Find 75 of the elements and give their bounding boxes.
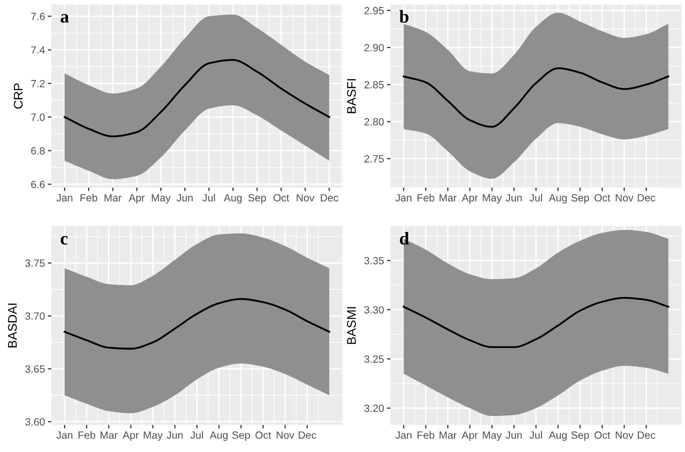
y-tick-label: 3.60 xyxy=(25,418,45,426)
y-axis-title: BASDAI xyxy=(8,304,17,348)
y-tick-label: 2.90 xyxy=(364,44,384,52)
y-tick-label: 3.35 xyxy=(364,256,384,264)
annotation: b xyxy=(399,10,408,23)
x-tick-label: Dec xyxy=(298,432,316,439)
x-tick-label: Sep xyxy=(571,431,589,441)
x-tick-label: Nov xyxy=(616,432,634,439)
x-tick-label: Mar xyxy=(100,432,118,439)
x-tick-label: Feb xyxy=(80,194,98,202)
y-tick-label: 7.2 xyxy=(31,80,45,88)
x-tick-label: Jan xyxy=(56,194,72,202)
x-tick-label: Aug xyxy=(548,194,567,204)
x-tick-label: Aug xyxy=(224,194,242,204)
x-tick-label: Jun xyxy=(176,194,193,202)
x-tick-label: Nov xyxy=(296,194,314,202)
annotation: a xyxy=(60,14,69,23)
x-tick-label: Oct xyxy=(594,431,610,439)
x-tick-label: Nov xyxy=(616,194,634,202)
x-tick-label: May xyxy=(152,194,171,204)
x-tick-label: Dec xyxy=(638,432,656,439)
x-tick-label: Dec xyxy=(320,194,338,202)
y-tick-label: 2.80 xyxy=(364,118,384,126)
x-tick-label: Mar xyxy=(440,194,457,202)
y-tick-label: 3.70 xyxy=(25,312,45,320)
y-tick-label: 2.85 xyxy=(364,81,384,88)
x-tick-label: Jun xyxy=(166,432,183,439)
x-tick-label: Aug xyxy=(548,432,567,441)
x-tick-label: Aug xyxy=(210,432,228,441)
x-tick-label: May xyxy=(482,432,502,441)
annotation: d xyxy=(400,232,410,245)
x-tick-label: Oct xyxy=(274,194,290,202)
y-tick-label: 6.6 xyxy=(31,180,45,188)
x-tick-label: Jul xyxy=(530,431,542,439)
x-tick-label: Mar xyxy=(440,432,457,439)
x-tick-label: Feb xyxy=(418,431,434,439)
y-axis-title: BASMI xyxy=(347,307,356,344)
y-tick-label: 2.75 xyxy=(364,155,384,163)
x-tick-label: Jan xyxy=(395,432,412,439)
x-tick-label: Jan xyxy=(395,194,412,202)
x-tick-label: Sep xyxy=(571,194,589,204)
annotation: c xyxy=(60,236,68,245)
y-tick-label: 3.20 xyxy=(364,404,384,412)
x-tick-label: Mar xyxy=(104,194,122,202)
x-tick-label: Jul xyxy=(530,194,542,202)
y-tick-label: 7.6 xyxy=(31,12,45,20)
x-tick-label: Oct xyxy=(255,431,272,439)
y-tick-label: 7.4 xyxy=(31,46,45,54)
y-tick-label: 6.8 xyxy=(31,147,45,155)
y-tick-label: 2.95 xyxy=(364,6,384,14)
y-tick-label: 3.65 xyxy=(25,365,45,373)
y-axis-title: BASFI xyxy=(347,79,356,114)
x-tick-label: Jun xyxy=(506,194,522,202)
x-tick-label: Jun xyxy=(506,432,522,439)
y-axis-title: CRP xyxy=(14,84,23,109)
x-tick-label: May xyxy=(482,194,502,204)
y-tick-label: 3.30 xyxy=(364,306,384,314)
y-tick-label: 7.0 xyxy=(31,114,45,121)
y-tick-label: 3.25 xyxy=(364,355,384,363)
x-tick-label: Jul xyxy=(190,431,203,439)
x-tick-label: Feb xyxy=(418,194,434,202)
x-tick-label: Feb xyxy=(78,431,96,439)
x-tick-label: Apr xyxy=(462,194,478,204)
x-tick-label: Jan xyxy=(56,432,72,439)
x-tick-label: Apr xyxy=(462,432,478,441)
x-tick-label: Apr xyxy=(128,194,145,204)
x-tick-label: Oct xyxy=(594,194,610,202)
x-tick-label: May xyxy=(144,432,163,441)
x-tick-label: Jul xyxy=(202,194,215,202)
x-tick-label: Sep xyxy=(248,194,266,204)
y-tick-label: 3.75 xyxy=(25,260,45,267)
x-tick-label: Nov xyxy=(276,432,294,439)
x-tick-label: Dec xyxy=(638,194,656,202)
x-tick-label: Sep xyxy=(232,431,250,441)
x-tick-label: Apr xyxy=(122,432,139,441)
